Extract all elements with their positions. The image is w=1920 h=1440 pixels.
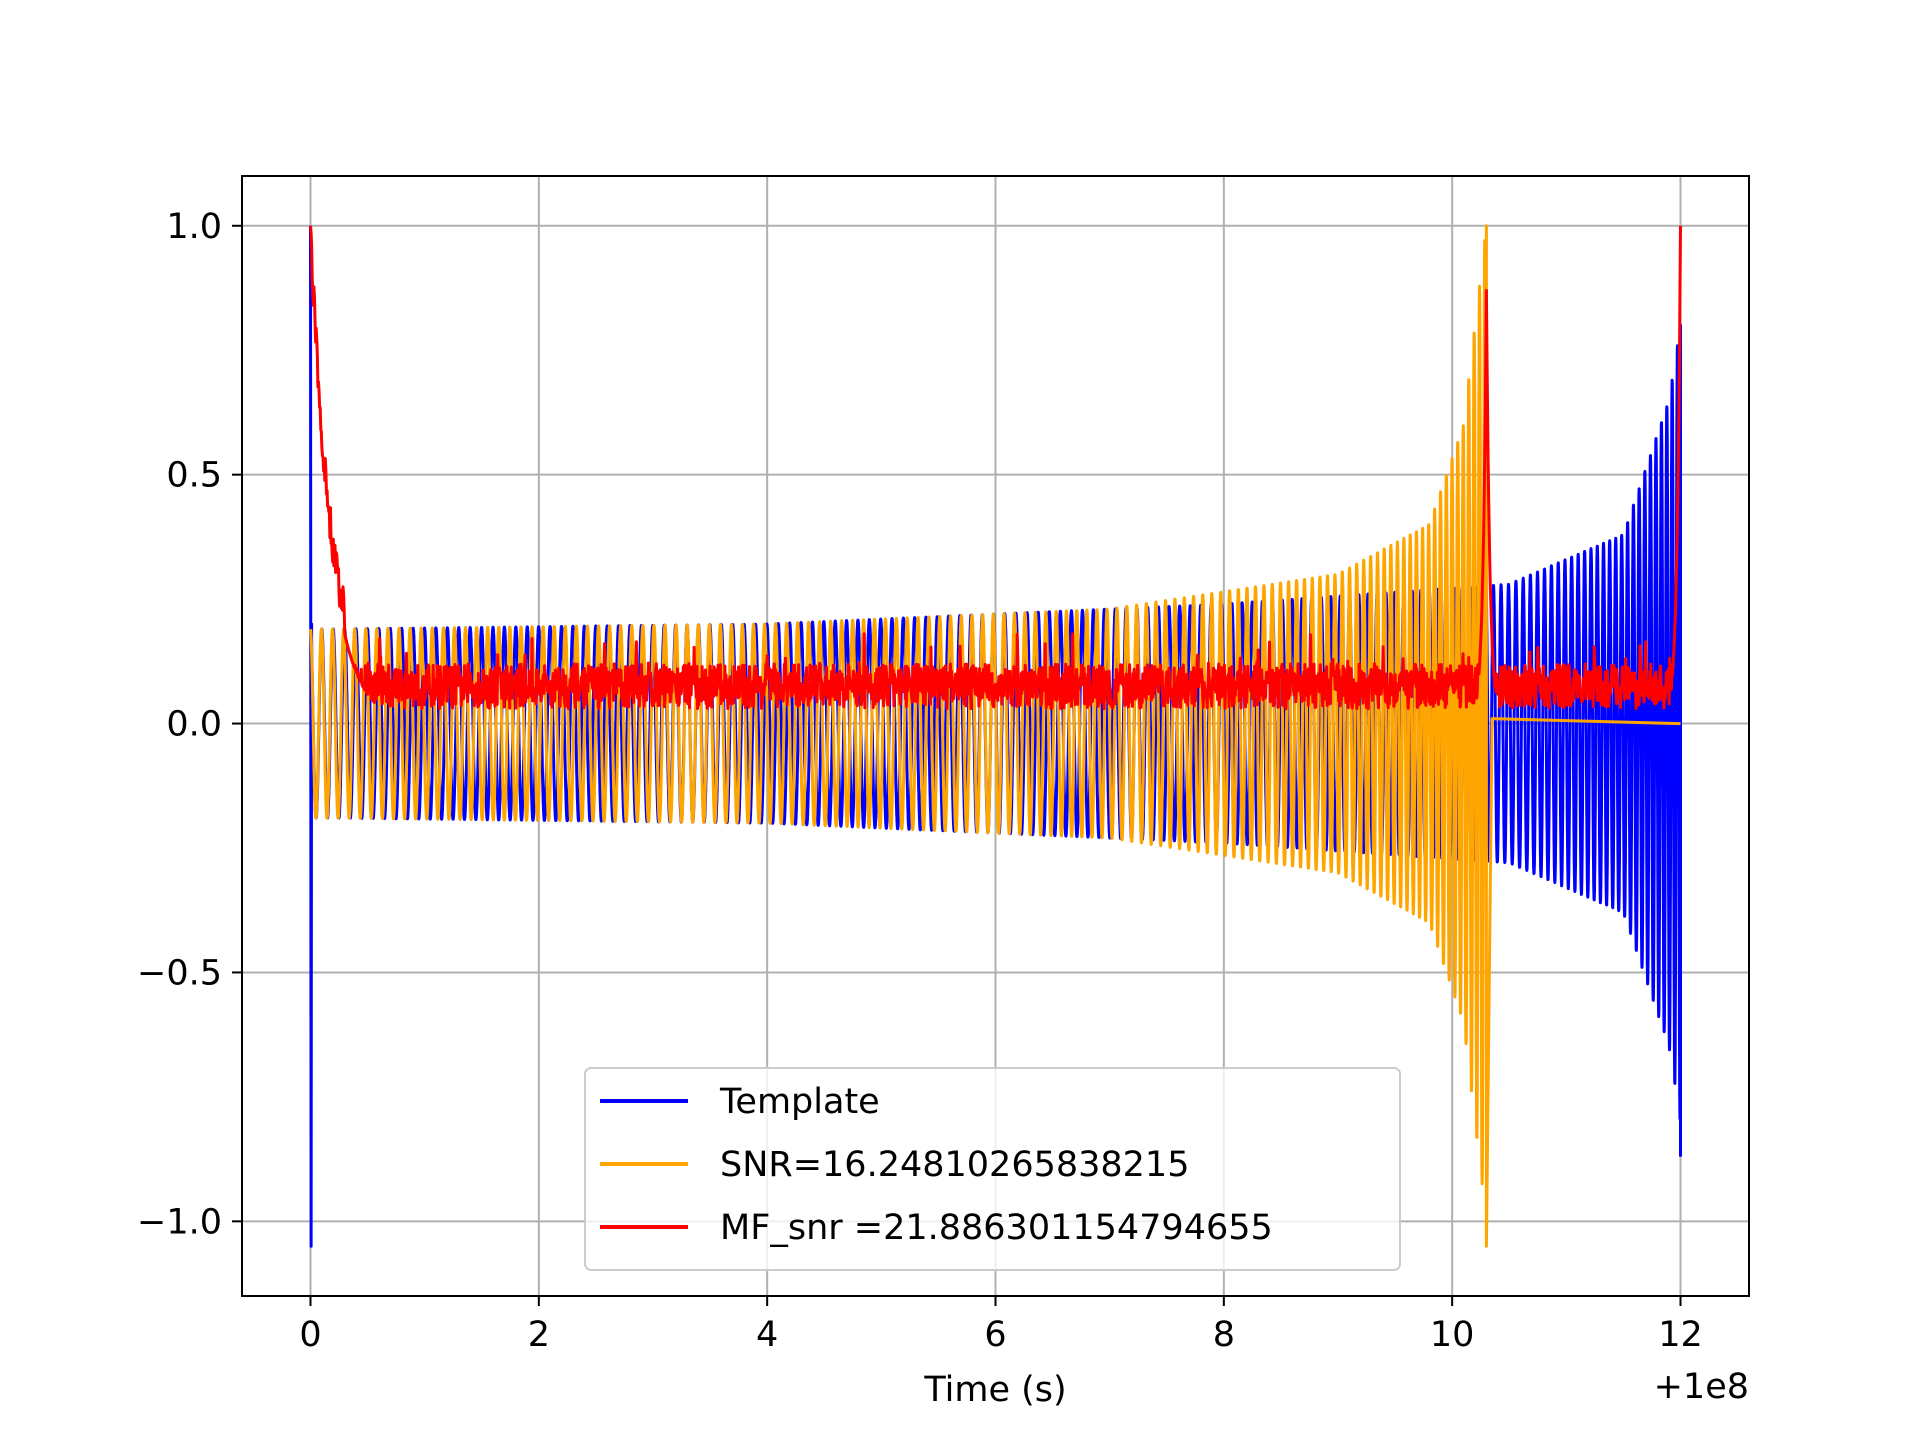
y-tick-label: −0.5	[137, 953, 222, 993]
plot-area	[309, 224, 1682, 1248]
series-layer	[309, 224, 1682, 1248]
y-tick-label: −1.0	[137, 1202, 222, 1242]
legend-box	[584, 1067, 1401, 1271]
x-tick-label: 4	[756, 1315, 778, 1355]
y-tick-label: 0.0	[166, 705, 222, 745]
legend-entry-label: Template	[719, 1082, 880, 1122]
x-tick-label: 6	[984, 1315, 1006, 1355]
legend-entry-label: MF_snr =21.886301154794655	[720, 1208, 1273, 1248]
x-tick-label: 10	[1430, 1315, 1475, 1355]
x-tick-label: 0	[299, 1315, 321, 1355]
x-tick-label: 2	[528, 1315, 550, 1355]
x-axis-label: Time (s)	[923, 1370, 1066, 1410]
x-tick-label: 8	[1213, 1315, 1235, 1355]
legend: Template SNR=16.24810265838215 MF_snr =21.…	[584, 1067, 1401, 1271]
x-tick-label: 12	[1658, 1315, 1703, 1355]
y-axis-ticks: 1.0 0.5 0.0 −0.5 −1.0	[137, 207, 242, 1242]
legend-entry-label: SNR=16.24810265838215	[720, 1145, 1189, 1185]
y-tick-label: 1.0	[166, 207, 222, 247]
x-axis-ticks: 0 2 4 6 8 10 12	[299, 1296, 1703, 1355]
series-line-mf-snr	[309, 225, 1682, 711]
x-axis-offset-label: +1e8	[1654, 1367, 1749, 1407]
y-tick-label: 0.5	[166, 456, 222, 496]
